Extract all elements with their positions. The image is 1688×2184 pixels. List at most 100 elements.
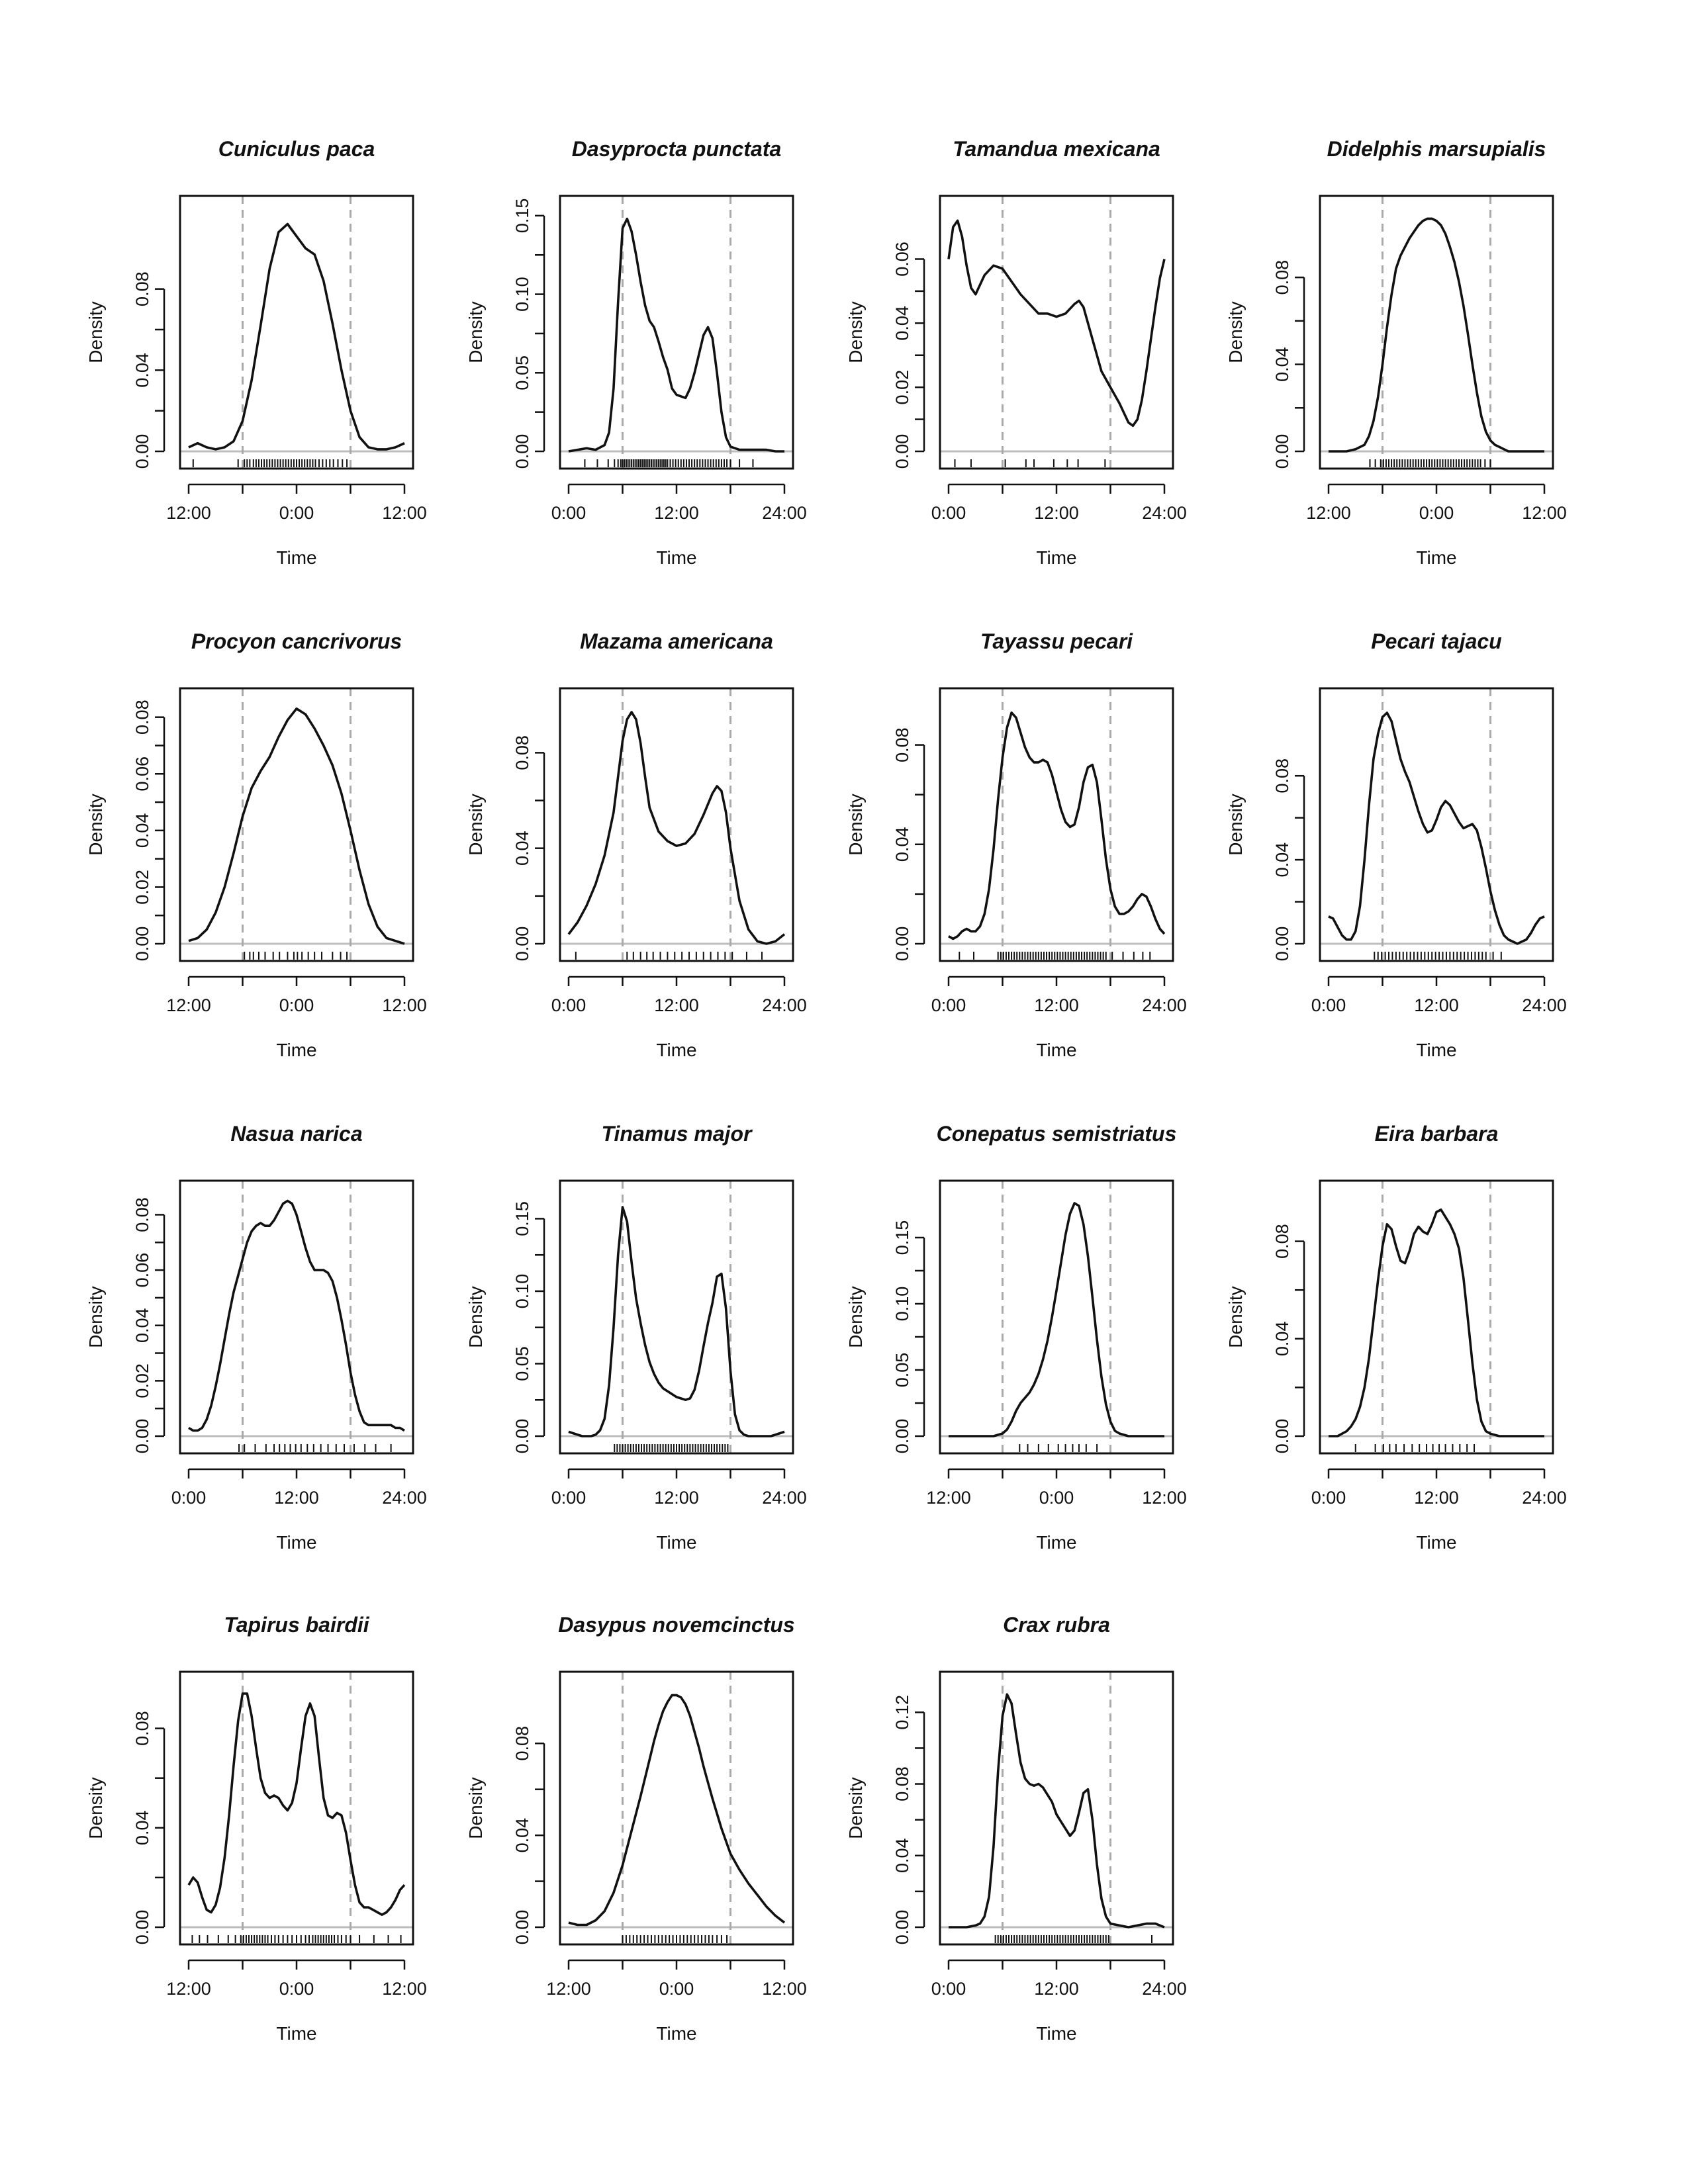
x-axis-label: Time — [656, 2023, 696, 2044]
panel-eira-barbara: Eira barbara 0:00 12:00 24:00 Time 0.00 0.04 0.… — [1225, 1122, 1567, 1553]
panel-title: Eira barbara — [1375, 1122, 1499, 1146]
plot-frame — [559, 1179, 794, 1455]
x-tick-label: 24:00 — [382, 1488, 427, 1508]
panel-title: Tamandua mexicana — [953, 137, 1160, 161]
x-tick-label: 12:00 — [1414, 1488, 1459, 1508]
y-axis-label: Density — [845, 1286, 866, 1347]
y-tick-label: 0.10 — [892, 1287, 912, 1322]
plot-frame — [939, 1670, 1174, 1946]
x-tick-label: 0:00 — [931, 503, 966, 523]
x-tick-label: 12:00 — [382, 1979, 427, 1999]
x-tick-label: 12:00 — [1414, 995, 1459, 1015]
panel-title: Conepatus semistriatus — [937, 1122, 1177, 1146]
plot-frame — [1319, 195, 1554, 470]
x-axis-label: Time — [1036, 1040, 1076, 1060]
panel-tapirus-bairdii: Tapirus bairdii 12:00 0:00 12:00 Time 0.00 0.0… — [85, 1613, 427, 2044]
y-tick-label: 0.08 — [1272, 758, 1292, 794]
density-curve — [567, 711, 786, 945]
y-tick-label: 0.08 — [132, 1711, 152, 1746]
panel-dasyprocta-punctata: Dasyprocta punctata 0:00 12:00 24:00 Time 0.0… — [465, 137, 807, 568]
y-axis-label: Density — [465, 1286, 486, 1347]
y-axis-label: Density — [85, 301, 106, 363]
density-curve — [568, 217, 784, 453]
x-axis-label: Time — [656, 547, 696, 568]
y-tick-label: 0.00 — [1272, 1419, 1292, 1454]
y-tick-label: 0.00 — [892, 927, 912, 962]
x-tick-label: 24:00 — [762, 995, 807, 1015]
x-tick-label: 0:00 — [171, 1488, 207, 1508]
panel-crax-rubra: Crax rubra 0:00 12:00 24:00 Time 0.00 0.04 0.08… — [845, 1613, 1187, 2044]
density-curve — [568, 1694, 786, 1927]
x-tick-label: 12:00 — [1034, 1979, 1079, 1999]
y-tick-label: 0.00 — [892, 1910, 912, 1945]
panel-tamandua-mexicana: Tamandua mexicana 0:00 12:00 24:00 Time 0.00 0… — [845, 137, 1187, 568]
panel-title: Pecari tajacu — [1371, 629, 1501, 653]
density-curve — [188, 707, 405, 945]
x-tick-label: 0:00 — [1039, 1488, 1074, 1508]
y-axis-label: Density — [1225, 301, 1246, 363]
y-tick-label: 0.08 — [132, 271, 152, 306]
x-tick-label: 0:00 — [659, 1979, 694, 1999]
x-tick-label: 0:00 — [1311, 1488, 1346, 1508]
panel-procyon-cancrivorus: Procyon cancrivorus 12:00 0:00 12:00 Time 0.0… — [85, 629, 427, 1060]
y-tick-label: 0.02 — [132, 870, 152, 905]
y-axis-label: Density — [845, 1777, 866, 1839]
y-axis-label: Density — [1225, 1286, 1246, 1347]
y-axis-label: Density — [465, 301, 486, 363]
y-tick-label: 0.08 — [132, 700, 152, 735]
y-axis-label: Density — [85, 1777, 106, 1839]
x-axis-label: Time — [276, 2023, 316, 2044]
x-axis-label: Time — [1416, 1040, 1456, 1060]
y-tick-label: 0.10 — [512, 1274, 532, 1309]
plot-frame — [939, 1179, 1174, 1455]
x-axis-label: Time — [276, 1040, 316, 1060]
y-tick-label: 0.05 — [512, 1346, 532, 1381]
density-curve — [1328, 711, 1545, 945]
panel-didelphis-marsupialis: Didelphis marsupialis 12:00 0:00 12:00 Time 0… — [1225, 137, 1567, 568]
x-tick-label: 12:00 — [762, 1979, 807, 1999]
panel-title: Dasyprocta punctata — [572, 137, 782, 161]
y-tick-label: 0.00 — [132, 434, 152, 469]
x-tick-label: 0:00 — [551, 503, 586, 523]
panel-title: Didelphis marsupialis — [1327, 137, 1546, 161]
panel-title: Nasua narica — [230, 1122, 362, 1146]
y-tick-label: 0.04 — [892, 306, 912, 341]
x-axis-label: Time — [1036, 2023, 1076, 2044]
plot-frame — [1319, 1179, 1554, 1455]
x-tick-label: 12:00 — [926, 1488, 971, 1508]
plot-frame — [1319, 687, 1554, 962]
plot-frame — [559, 687, 794, 962]
x-tick-label: 0:00 — [931, 995, 966, 1015]
y-axis-label: Density — [85, 794, 106, 855]
x-axis-label: Time — [276, 1532, 316, 1553]
density-curve — [947, 219, 1166, 428]
x-tick-label: 24:00 — [1522, 1488, 1567, 1508]
y-axis-label: Density — [1225, 794, 1246, 855]
y-tick-label: 0.04 — [1272, 347, 1292, 382]
panel-pecari-tajacu: Pecari tajacu 0:00 12:00 24:00 Time 0.00 0.04 0… — [1225, 629, 1567, 1060]
density-curve — [187, 1692, 406, 1916]
plot-frame — [559, 195, 794, 470]
plot-frame — [939, 195, 1174, 470]
y-tick-label: 0.02 — [132, 1363, 152, 1398]
panel-title: Mazama americana — [580, 629, 773, 653]
plot-frame — [179, 195, 414, 470]
x-tick-label: 0:00 — [931, 1979, 966, 1999]
x-tick-label: 24:00 — [1522, 995, 1567, 1015]
x-axis-label: Time — [276, 547, 316, 568]
y-tick-label: 0.00 — [132, 1419, 152, 1454]
density-curve — [188, 1199, 405, 1432]
y-axis-label: Density — [845, 301, 866, 363]
density-curve — [949, 1693, 1165, 1929]
plot-frame — [559, 1670, 794, 1946]
x-tick-label: 12:00 — [546, 1979, 591, 1999]
y-tick-label: 0.05 — [512, 355, 532, 390]
x-tick-label: 0:00 — [1419, 503, 1454, 523]
density-curve — [1329, 217, 1544, 453]
x-tick-label: 12:00 — [166, 995, 211, 1015]
x-tick-label: 0:00 — [279, 503, 314, 523]
y-tick-label: 0.06 — [132, 1253, 152, 1288]
plot-frame — [939, 687, 1174, 962]
x-tick-label: 12:00 — [382, 995, 427, 1015]
